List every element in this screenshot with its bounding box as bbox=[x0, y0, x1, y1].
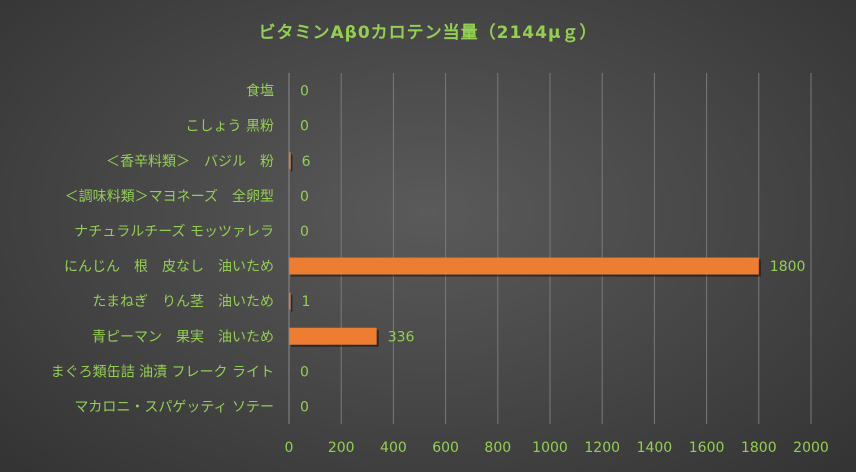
x-tick-label: 2000 bbox=[793, 440, 829, 456]
x-tick-label: 0 bbox=[285, 440, 294, 456]
x-tick-label: 1400 bbox=[637, 440, 673, 456]
data-label: 1800 bbox=[770, 259, 806, 275]
bar bbox=[289, 292, 291, 310]
category-label: 食塩 bbox=[246, 83, 274, 100]
data-label: 6 bbox=[302, 154, 311, 170]
bar-shadow bbox=[291, 294, 293, 312]
data-label: 0 bbox=[300, 364, 309, 380]
data-label: 0 bbox=[300, 119, 309, 135]
data-label: 0 bbox=[300, 224, 309, 240]
x-tick-label: 200 bbox=[328, 440, 355, 456]
x-tick-label: 1800 bbox=[741, 440, 777, 456]
chart-title: ビタミンAβ0カロテン当量（2144μｇ） bbox=[258, 23, 598, 43]
x-tick-label: 600 bbox=[432, 440, 459, 456]
data-label: 0 bbox=[300, 84, 309, 100]
category-label: ＜香辛料類＞ バジル 粉 bbox=[106, 154, 274, 170]
x-tick-label: 1000 bbox=[532, 440, 568, 456]
category-label: マカロニ・スパゲッティ ソテー bbox=[74, 399, 274, 415]
category-label: こしょう 黒粉 bbox=[186, 119, 274, 135]
bar bbox=[289, 257, 759, 275]
category-label: ＜調味料類＞マヨネーズ 全卵型 bbox=[65, 188, 274, 205]
category-label: 青ピーマン 果実 油いため bbox=[92, 329, 274, 345]
data-label: 1 bbox=[302, 294, 311, 310]
x-tick-label: 800 bbox=[484, 440, 511, 456]
category-label: にんじん 根 皮なし 油いため bbox=[64, 259, 274, 275]
bar bbox=[289, 152, 291, 170]
category-label: たまねぎ りん茎 油いため bbox=[92, 294, 274, 310]
data-label: 0 bbox=[300, 189, 309, 205]
data-label: 0 bbox=[300, 399, 309, 415]
category-label: まぐろ類缶詰 油漬 フレーク ライト bbox=[51, 364, 274, 380]
data-label: 336 bbox=[388, 329, 415, 345]
category-label: ナチュラルチーズ モッツァレラ bbox=[74, 224, 274, 240]
bar-shadow bbox=[291, 154, 293, 172]
x-tick-label: 1600 bbox=[689, 440, 725, 456]
bar bbox=[289, 327, 377, 345]
x-tick-label: 400 bbox=[380, 440, 407, 456]
x-tick-label: 1200 bbox=[584, 440, 620, 456]
